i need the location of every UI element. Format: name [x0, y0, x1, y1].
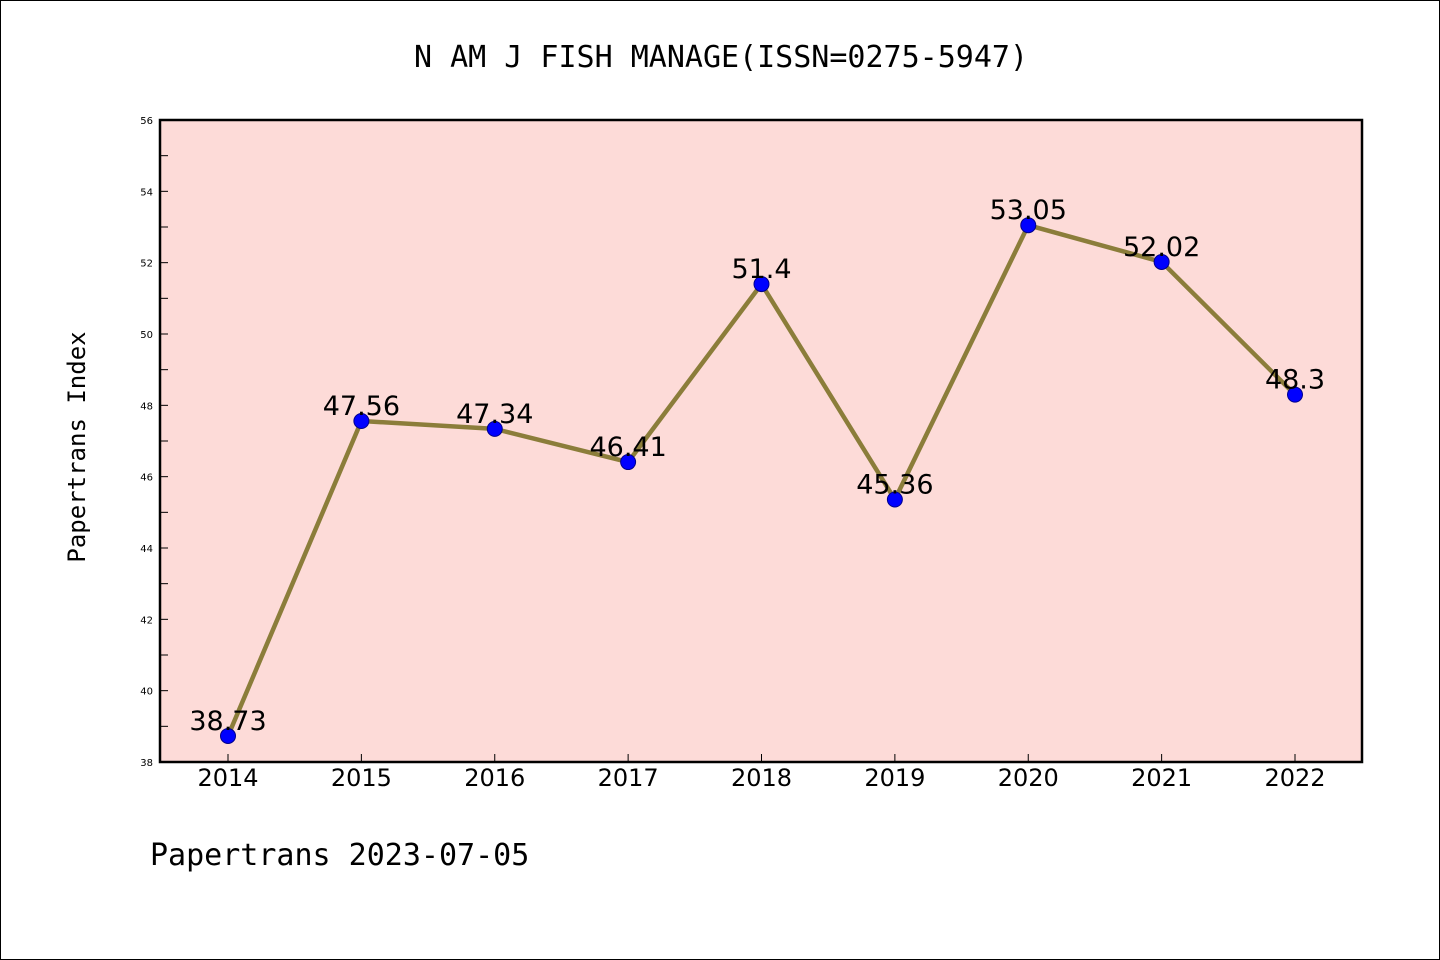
data-label: 45.36: [856, 469, 933, 500]
x-tick-label: 2014: [197, 764, 258, 792]
data-label: 38.73: [189, 706, 266, 737]
data-label: 47.34: [456, 399, 533, 430]
y-tick-label: 38: [140, 758, 153, 769]
x-tick-label: 2020: [998, 764, 1059, 792]
x-tick-label: 2016: [464, 764, 525, 792]
marker-layer: [220, 217, 1303, 744]
y-axis: 38 40 42 44 46 48 50 52 54 56: [140, 116, 168, 769]
y-tick-label: 50: [140, 330, 153, 341]
footer-text: Papertrans 2023-07-05: [150, 838, 529, 873]
x-tick-label: 2019: [864, 764, 925, 792]
data-label: 53.05: [990, 195, 1067, 226]
y-tick-label: 42: [140, 615, 153, 626]
data-label: 48.3: [1265, 365, 1325, 396]
y-tick-label: 46: [140, 473, 153, 484]
y-tick-label: 56: [140, 116, 153, 127]
data-label: 46.41: [589, 432, 666, 463]
data-label: 52.02: [1123, 232, 1200, 263]
data-label: 47.56: [323, 391, 400, 422]
x-tick-label: 2017: [598, 764, 659, 792]
data-point: [886, 491, 903, 508]
y-tick-label: 48: [140, 401, 153, 412]
data-point: [1287, 386, 1303, 403]
y-tick-label: 44: [140, 544, 153, 555]
x-tick-label: 2015: [331, 764, 392, 792]
y-tick-label: 40: [140, 687, 153, 698]
y-axis-label: Papertrans Index: [63, 331, 91, 562]
x-tick-label: 2018: [731, 764, 792, 792]
data-point: [486, 420, 503, 437]
data-point: [753, 276, 770, 293]
data-point: [620, 454, 637, 471]
data-label: 51.4: [731, 254, 791, 285]
chart-title: N AM J FISH MANAGE(ISSN=0275-5947): [414, 40, 1028, 75]
data-point: [220, 727, 236, 744]
y-tick-label: 52: [140, 259, 153, 270]
data-point: [1020, 217, 1037, 234]
plot-area: [160, 120, 1362, 762]
x-axis: 2014 2015 2016 2017 2018 2019 2020 2021 2022: [197, 754, 1326, 792]
x-tick-label: 2021: [1131, 764, 1192, 792]
x-tick-label: 2022: [1264, 764, 1325, 792]
y-tick-label: 54: [140, 187, 153, 198]
data-label-layer: 38.73 47.56 47.34 46.41 51.4 45.36 53.05 52.02 4…: [189, 195, 1325, 737]
data-point: [1153, 253, 1170, 270]
data-point: [353, 413, 370, 430]
